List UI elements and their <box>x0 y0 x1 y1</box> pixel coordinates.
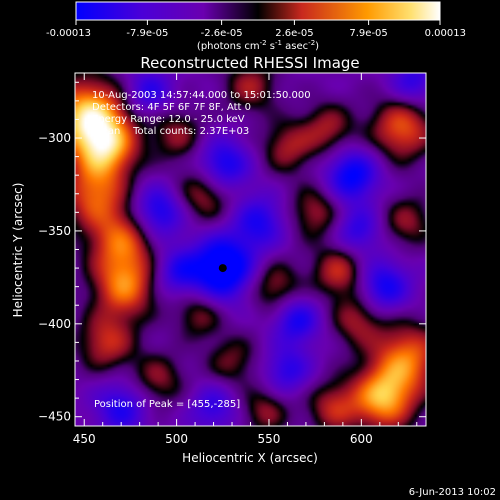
footer-date: 6-Jun-2013 10:02 <box>409 487 496 498</box>
annotation-peak: Position of Peak = [455,-285] <box>94 399 240 410</box>
colorbar-tick-label: -0.00013 <box>46 28 91 39</box>
annotations: 10-Aug-2003 14:57:44.000 to 15:01:50.000… <box>92 90 311 410</box>
y-axis-label: Heliocentric Y (arcsec) <box>11 183 25 318</box>
colorbar-tick-label: 0.00013 <box>425 28 466 39</box>
colorbar-tick-label: 7.9e-05 <box>349 28 387 39</box>
heatmap-raster <box>75 73 426 426</box>
axis-ticks: 450 500 550 600 −300 −350 −400 −450 <box>38 73 426 446</box>
plot-area: 450 500 550 600 −300 −350 −400 −450 <box>38 72 427 446</box>
annotation-time-range: 10-Aug-2003 14:57:44.000 to 15:01:50.000 <box>92 90 311 101</box>
x-tick-label: 600 <box>350 432 373 446</box>
x-tick-label: 500 <box>165 432 188 446</box>
heatmap-image <box>75 73 426 426</box>
colorbar-tick-label: 2.6e-05 <box>275 28 313 39</box>
peak-marker <box>218 264 227 273</box>
x-tick-label: 550 <box>258 432 281 446</box>
y-tick-label: −350 <box>38 224 71 238</box>
annotation-clean: Clean Total counts: 2.37E+03 <box>92 126 249 137</box>
y-tick-label: −400 <box>38 317 71 331</box>
chart-title: Reconstructed RHESSI Image <box>140 54 359 72</box>
colorbar-gradient <box>75 1 441 21</box>
colorbar-tick-label: -2.6e-05 <box>201 28 243 39</box>
annotation-energy: Energy Range: 12.0 - 25.0 keV <box>92 114 245 125</box>
colorbar-ticks: -0.00013 -7.9e-05 -2.6e-05 2.6e-05 7.9e-05 0.… <box>46 20 466 39</box>
colorbar-tick-label: -7.9e-05 <box>126 28 168 39</box>
y-tick-label: −450 <box>38 410 71 424</box>
y-tick-label: −300 <box>38 131 71 145</box>
x-tick-label: 450 <box>73 432 96 446</box>
colorbar-unit-label: (photons cm-2 s-1 asec-2) <box>197 39 319 52</box>
x-axis-label: Heliocentric X (arcsec) <box>182 451 318 465</box>
annotation-detectors: Detectors: 4F 5F 6F 7F 8F, Att 0 <box>92 102 251 113</box>
colorbar: -0.00013 -7.9e-05 -2.6e-05 2.6e-05 7.9e-05 0.… <box>46 1 466 52</box>
